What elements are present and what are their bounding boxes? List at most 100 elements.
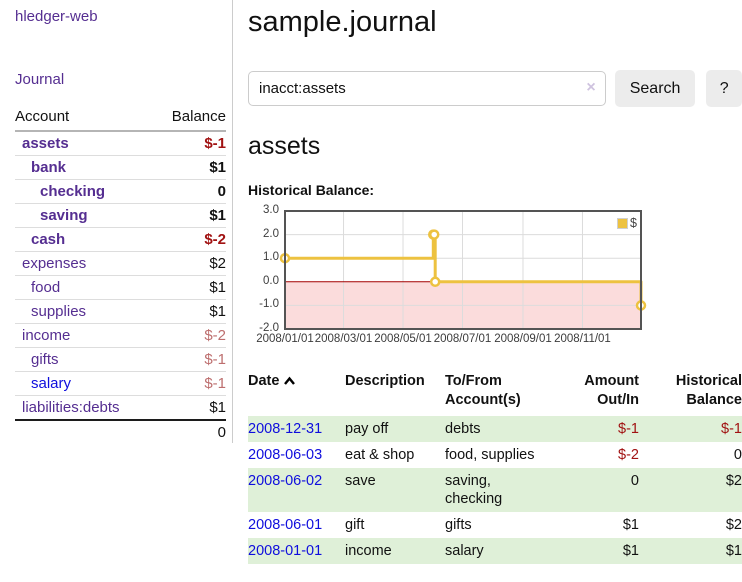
x-tick-label: 2008/05/01 bbox=[374, 333, 432, 345]
transaction-accounts: saving, checking bbox=[445, 473, 503, 507]
account-balance: $-1 bbox=[153, 131, 226, 156]
account-link[interactable]: gifts bbox=[31, 351, 59, 368]
transaction-balance: $1 bbox=[725, 543, 742, 559]
legend-label: $ bbox=[630, 216, 637, 230]
transaction-accounts: gifts bbox=[445, 517, 472, 533]
transaction-date-link[interactable]: 2008-06-03 bbox=[248, 447, 323, 463]
accounts-header-row: Account Balance bbox=[15, 105, 226, 132]
transaction-description: save bbox=[345, 473, 376, 489]
sidebar-nav: Journal bbox=[15, 71, 226, 88]
accounts-header-account: Account bbox=[15, 105, 154, 132]
account-link[interactable]: income bbox=[22, 327, 71, 344]
account-balance: $1 bbox=[153, 203, 226, 228]
account-balance: $-2 bbox=[153, 323, 226, 348]
x-tick-label: 2008/07/01 bbox=[433, 333, 492, 345]
account-link[interactable]: saving bbox=[40, 207, 88, 224]
account-link[interactable]: expenses bbox=[22, 255, 87, 272]
transaction-amount: 0 bbox=[630, 473, 639, 489]
clear-search-icon[interactable]: × bbox=[586, 79, 596, 96]
account-link[interactable]: cash bbox=[31, 231, 66, 248]
register-row[interactable]: 2008-06-02 save saving, checking 0 $2 bbox=[248, 468, 742, 512]
x-tick-label: 2008/01/01 bbox=[256, 333, 314, 345]
help-button[interactable]: ? bbox=[706, 70, 742, 107]
register-row[interactable]: 2008-06-03 eat & shop food, supplies $-2… bbox=[248, 442, 742, 468]
sort-ascending-icon bbox=[283, 373, 296, 392]
account-balance: $1 bbox=[153, 395, 226, 421]
y-tick-label: -1.0 bbox=[259, 298, 279, 311]
register-row[interactable]: 2008-12-31 pay off debts $-1 $-1 bbox=[248, 416, 742, 442]
account-link[interactable]: checking bbox=[40, 183, 106, 200]
register-header-date[interactable]: Date bbox=[248, 370, 345, 416]
x-tick-label: 2008/11/01 bbox=[554, 333, 611, 345]
legend-swatch-icon bbox=[617, 217, 629, 229]
account-balance: $1 bbox=[153, 275, 226, 300]
balance-chart-svg bbox=[279, 210, 647, 330]
transaction-date-link[interactable]: 2008-12-31 bbox=[248, 421, 323, 437]
chart-border bbox=[284, 210, 642, 330]
account-row-gifts: gifts $-1 bbox=[15, 347, 226, 372]
search-form: × Search ? bbox=[248, 70, 742, 107]
accounts-header-balance: Balance bbox=[153, 105, 226, 132]
transaction-accounts: debts bbox=[445, 421, 481, 437]
transaction-description: gift bbox=[345, 517, 365, 533]
transaction-amount: $1 bbox=[622, 517, 639, 533]
search-button[interactable]: Search bbox=[614, 70, 696, 107]
transaction-date-link[interactable]: 2008-01-01 bbox=[248, 543, 323, 559]
chart-legend: $ bbox=[617, 216, 637, 230]
data-point bbox=[428, 229, 440, 240]
y-tick-label: -2.0 bbox=[259, 322, 279, 334]
y-tick-label: 2.0 bbox=[263, 227, 279, 240]
y-tick-label: 1.0 bbox=[263, 251, 279, 264]
transaction-balance: $-1 bbox=[721, 421, 742, 437]
account-balance: $1 bbox=[153, 299, 226, 324]
chart-title: Historical Balance: bbox=[248, 182, 375, 198]
register-header-balance: Historical Balance bbox=[675, 373, 742, 408]
account-balance: $2 bbox=[153, 251, 226, 276]
account-balance: 0 bbox=[153, 179, 226, 204]
transaction-balance: $2 bbox=[725, 473, 742, 489]
transaction-balance: $2 bbox=[725, 517, 742, 533]
transaction-description: pay off bbox=[345, 421, 389, 437]
account-balance: $-1 bbox=[153, 371, 226, 396]
account-row-bank: bank $1 bbox=[15, 155, 226, 180]
transaction-description: income bbox=[345, 543, 392, 559]
transaction-balance: 0 bbox=[733, 447, 742, 463]
account-balance: $-2 bbox=[153, 227, 226, 252]
account-link[interactable]: bank bbox=[31, 159, 67, 176]
account-row-saving: saving $1 bbox=[15, 203, 226, 228]
register-row[interactable]: 2008-06-01 gift gifts $1 $2 bbox=[248, 512, 742, 538]
y-tick-label: 3.0 bbox=[263, 204, 279, 216]
account-link[interactable]: liabilities:debts bbox=[22, 399, 120, 416]
account-row-income: income $-2 bbox=[15, 323, 226, 348]
sidebar: hledger-web Journal Account Balance asse… bbox=[0, 0, 233, 444]
account-row-food: food $1 bbox=[15, 275, 226, 300]
account-link[interactable]: food bbox=[31, 279, 61, 296]
register-row[interactable]: 2008-01-01 income salary $1 $1 bbox=[248, 538, 742, 564]
y-tick-label: 0.0 bbox=[263, 274, 279, 287]
register-header-amount: Amount Out/In bbox=[584, 373, 639, 408]
account-link[interactable]: supplies bbox=[31, 303, 87, 320]
date-header-label: Date bbox=[248, 373, 280, 389]
search-input[interactable] bbox=[248, 71, 606, 106]
app-brand-link[interactable]: hledger-web bbox=[15, 8, 98, 25]
page-title: sample.journal bbox=[248, 6, 437, 38]
transaction-amount: $1 bbox=[622, 543, 639, 559]
account-heading: assets bbox=[248, 132, 321, 160]
account-row-assets: assets $-1 bbox=[15, 131, 226, 156]
account-row-liabilities-debts: liabilities:debts $1 bbox=[15, 395, 226, 421]
account-link[interactable]: assets bbox=[22, 135, 69, 152]
register-header-accounts: To/From Account(s) bbox=[445, 373, 521, 408]
transaction-amount: $-2 bbox=[618, 447, 639, 463]
nav-journal-link[interactable]: Journal bbox=[15, 71, 65, 88]
transaction-description: eat & shop bbox=[345, 447, 415, 463]
accounts-total: 0 bbox=[153, 419, 226, 444]
x-tick-label: 2008/03/01 bbox=[314, 333, 373, 345]
account-balance: $-1 bbox=[153, 347, 226, 372]
transaction-date-link[interactable]: 2008-06-02 bbox=[248, 473, 323, 489]
transaction-amount: $-1 bbox=[618, 421, 639, 437]
transaction-date-link[interactable]: 2008-06-01 bbox=[248, 517, 323, 533]
account-link[interactable]: salary bbox=[31, 375, 72, 392]
main-content: sample.journal × Search ? assets Histori… bbox=[248, 0, 742, 564]
transaction-accounts: food, supplies bbox=[445, 447, 535, 463]
account-row-expenses: expenses $2 bbox=[15, 251, 226, 276]
